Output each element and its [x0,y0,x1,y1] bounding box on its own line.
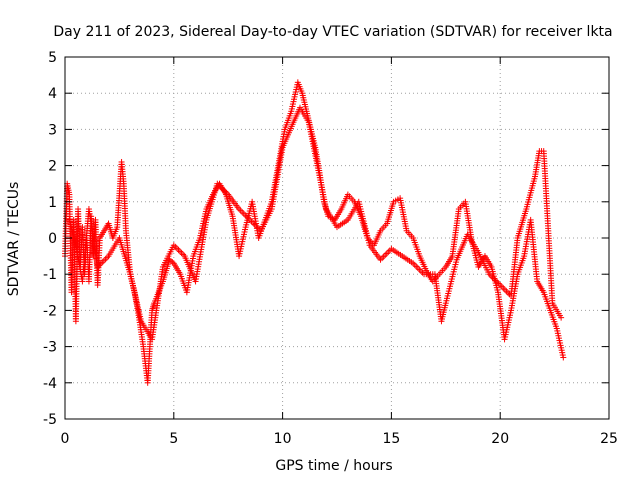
x-tick-label: 0 [61,431,70,447]
data-point-interpolated [169,259,176,266]
y-tick-label: 0 [48,231,57,247]
x-axis-label: GPS time / hours [275,458,392,474]
y-tick-label: -2 [43,303,57,319]
y-tick-label: 2 [48,159,57,175]
data-point [558,314,565,321]
x-tick-label: 25 [600,431,618,447]
data-points [62,79,567,386]
x-tick-label: 20 [491,431,509,447]
y-axis-label: SDTVAR / TECUs [6,182,22,297]
y-tick-label: -1 [43,267,57,283]
x-tick-label: 5 [169,431,178,447]
x-tick-label: 15 [382,431,400,447]
y-tick-label: 5 [48,50,57,66]
data-point [560,354,567,361]
axis-ticks: 0 5 10 15 20 25 -5 -4 -3 -2 -1 0 1 2 3 4 5 [43,50,618,447]
y-tick-label: -5 [43,412,57,428]
y-tick-label: 3 [48,122,57,138]
y-tick-label: 1 [48,195,57,211]
y-tick-label: -3 [43,340,57,356]
grid-lines [65,57,609,419]
y-tick-label: 4 [48,86,57,102]
x-tick-label: 10 [274,431,292,447]
y-tick-label: -4 [43,376,57,392]
chart-title: Day 211 of 2023, Sidereal Day-to-day VTE… [53,24,612,40]
